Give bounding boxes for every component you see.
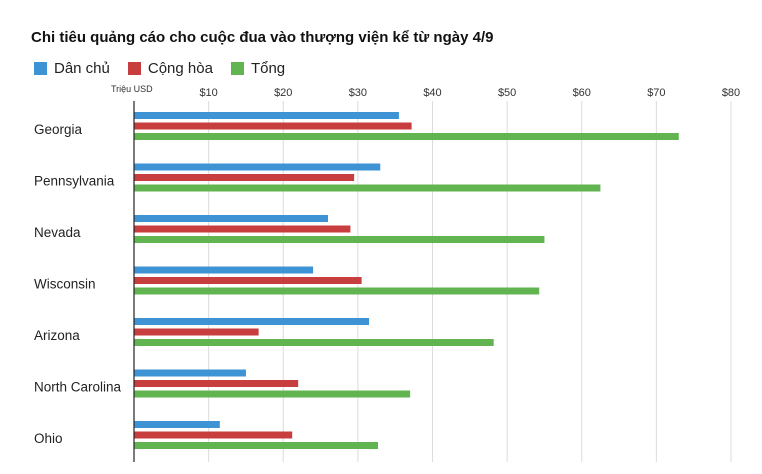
bar bbox=[134, 163, 381, 171]
legend-item-democrat: Dân chủ bbox=[34, 60, 110, 77]
bar bbox=[134, 431, 293, 439]
legend-swatch-total bbox=[230, 62, 244, 75]
bar bbox=[134, 174, 355, 181]
legend-swatch-republican bbox=[127, 62, 141, 75]
legend-item-total: Tổng bbox=[230, 60, 286, 77]
legend-label-democrat: Dân chủ bbox=[54, 60, 110, 77]
category-label: Pennsylvania bbox=[34, 174, 115, 189]
bar bbox=[134, 277, 362, 284]
bar bbox=[134, 380, 299, 387]
x-tick-label: $60 bbox=[573, 87, 591, 99]
bar bbox=[134, 225, 351, 233]
x-tick-label: $40 bbox=[423, 87, 441, 99]
bar bbox=[134, 112, 399, 119]
x-tick-label: $50 bbox=[498, 87, 516, 99]
bar bbox=[134, 369, 246, 377]
legend-item-republican: Cộng hòa bbox=[127, 60, 213, 77]
unit-label: Triệu USD bbox=[111, 84, 153, 94]
legend-label-republican: Cộng hòa bbox=[147, 60, 213, 77]
bar bbox=[134, 421, 220, 428]
bar bbox=[134, 390, 411, 398]
bar bbox=[134, 122, 412, 130]
bar bbox=[134, 236, 545, 243]
bar bbox=[134, 442, 379, 449]
bar bbox=[134, 328, 259, 336]
category-label: Georgia bbox=[34, 122, 83, 137]
category-label: Wisconsin bbox=[34, 277, 96, 292]
legend-label-total: Tổng bbox=[250, 60, 286, 77]
legend: Dân chủ Cộng hòa Tổng bbox=[34, 60, 303, 77]
bar bbox=[134, 184, 601, 192]
bar bbox=[134, 266, 314, 274]
category-label: Arizona bbox=[34, 328, 80, 343]
bar bbox=[134, 318, 370, 325]
category-label: North Carolina bbox=[34, 380, 122, 395]
category-label: Nevada bbox=[34, 225, 81, 240]
legend-swatch-democrat bbox=[34, 62, 47, 75]
x-tick-label: $10 bbox=[199, 87, 217, 99]
x-tick-label: $30 bbox=[349, 87, 367, 99]
bar bbox=[134, 215, 329, 222]
category-label: Ohio bbox=[34, 431, 63, 446]
chart-title: Chi tiêu quảng cáo cho cuộc đua vào thượ… bbox=[31, 29, 494, 46]
bar bbox=[134, 287, 540, 295]
x-tick-label: $20 bbox=[274, 87, 292, 99]
x-tick-label: $80 bbox=[722, 87, 740, 99]
bar bbox=[134, 133, 679, 140]
bar bbox=[134, 339, 494, 346]
x-tick-label: $70 bbox=[647, 87, 665, 99]
